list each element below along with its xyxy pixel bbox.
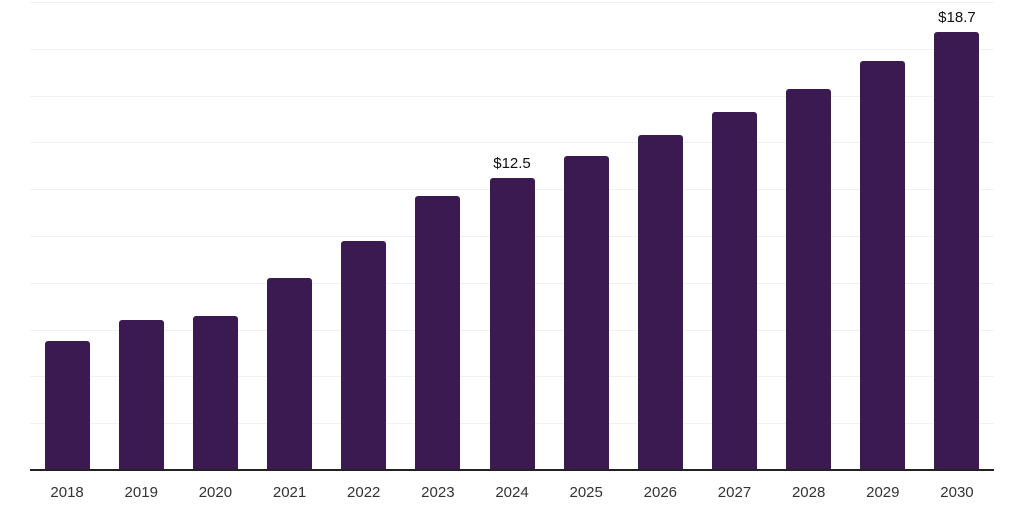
bar-2025	[563, 156, 609, 470]
x-tick-label-2030: 2030	[940, 484, 974, 501]
plot-area: $12.5 $18.7	[30, 0, 994, 471]
bar-slot-2021	[252, 0, 326, 470]
bar-slot-2019	[104, 0, 178, 470]
x-tick-label-2021: 2021	[272, 484, 307, 501]
bar-slot-2020	[178, 0, 252, 470]
bars: $12.5 $18.7	[30, 0, 994, 470]
bar-slot-2030: $18.7	[920, 0, 994, 470]
x-tick-label-2028: 2028	[791, 484, 826, 501]
bar-2030	[934, 32, 980, 470]
x-tick-label-2019: 2019	[124, 484, 158, 501]
bar-slot-2024: $12.5	[475, 0, 549, 470]
bar-slot-2023	[401, 0, 475, 470]
x-tick-label-2025: 2025	[569, 484, 603, 501]
bar-slot-2018	[30, 0, 104, 470]
x-tick-label-2024: 2024	[495, 484, 529, 501]
x-tick-label-2026: 2026	[643, 484, 678, 501]
bar-2023	[415, 196, 461, 470]
gridline-y-20	[30, 2, 994, 3]
bar-slot-2025	[549, 0, 623, 470]
bar-2018	[44, 341, 90, 470]
bar-2020	[192, 315, 238, 470]
gridline-y-14	[30, 142, 994, 144]
bar-slot-2026	[623, 0, 697, 470]
bar-2019	[118, 320, 164, 470]
x-tick-label-2022: 2022	[347, 484, 381, 501]
bar-slot-2027	[697, 0, 771, 470]
x-tick-label-2029: 2029	[866, 484, 900, 501]
gridline-y-18	[30, 48, 994, 50]
bar-2029	[860, 60, 906, 470]
bar-2022	[341, 240, 387, 470]
bar-slot-2028	[772, 0, 846, 470]
bar-2024	[489, 177, 535, 470]
x-tick-label-2018: 2018	[50, 484, 84, 501]
x-axis-labels: 2018 2019 2020 2021 2022 2023 2024 2025 2026 2027…	[30, 470, 994, 500]
bar-2021	[267, 278, 313, 470]
bar-value-label-2030: $18.7	[938, 9, 976, 27]
bar-2026	[637, 135, 683, 470]
bar-value-label-2024: $12.5	[493, 154, 531, 172]
x-tick-label-2027: 2027	[717, 484, 752, 501]
x-tick-label-2020: 2020	[198, 484, 233, 501]
bar-2028	[786, 88, 832, 470]
x-tick-label-2023: 2023	[421, 484, 455, 501]
bar-2027	[711, 111, 757, 470]
x-axis-line	[30, 469, 994, 471]
bar-slot-2022	[327, 0, 401, 470]
gridline-y-16	[30, 95, 994, 97]
bar-slot-2029	[846, 0, 920, 470]
